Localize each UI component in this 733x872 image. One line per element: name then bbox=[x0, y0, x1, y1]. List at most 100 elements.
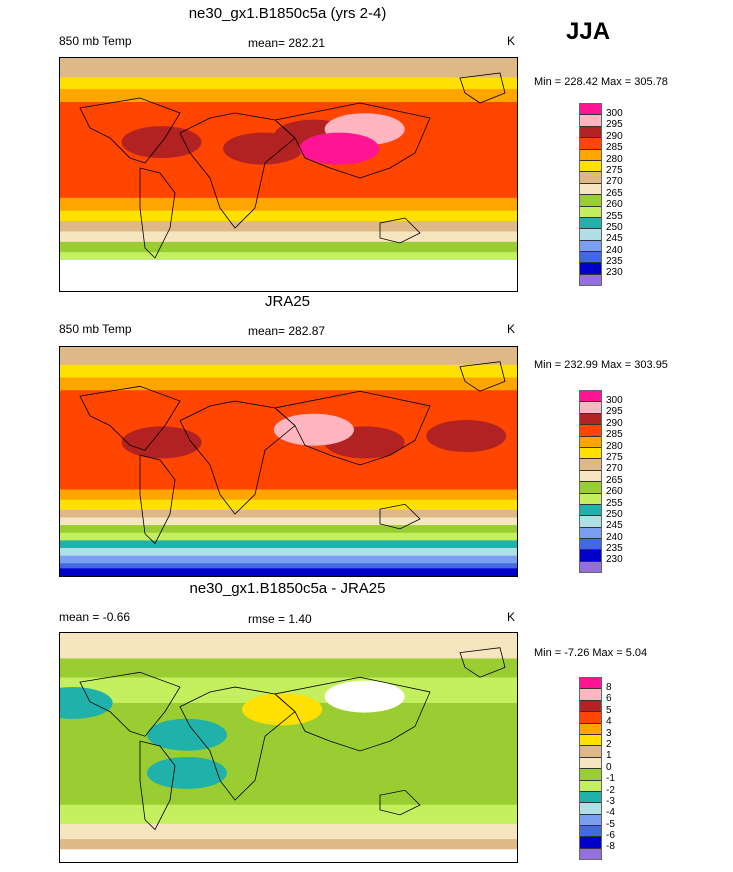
contour-band bbox=[60, 89, 517, 103]
colorbar-label: 265 bbox=[606, 474, 623, 486]
panel-left-label: 850 mb Temp bbox=[59, 34, 132, 48]
contour-map bbox=[59, 632, 518, 863]
colorbar-swatch bbox=[580, 160, 601, 173]
coastline bbox=[379, 789, 421, 816]
colorbar-swatch bbox=[580, 700, 601, 713]
colorbar-label: 255 bbox=[606, 210, 623, 222]
contour-region bbox=[242, 693, 323, 726]
contour-region bbox=[299, 132, 380, 165]
contour-band bbox=[60, 849, 517, 862]
colorbar-label: 1 bbox=[606, 750, 612, 762]
contour-region bbox=[426, 420, 507, 453]
contour-region bbox=[60, 686, 113, 719]
colorbar-swatch bbox=[580, 195, 601, 207]
colorbar-swatch bbox=[580, 172, 601, 184]
contour-band bbox=[60, 347, 517, 366]
colorbar-swatch bbox=[580, 516, 601, 528]
colorbar-swatch bbox=[580, 848, 601, 860]
colorbar-swatch bbox=[580, 504, 601, 517]
colorbar-swatch bbox=[580, 459, 601, 471]
colorbar-swatch bbox=[580, 803, 601, 815]
contour-band bbox=[60, 804, 517, 825]
colorbar-swatch bbox=[580, 550, 601, 562]
coastline bbox=[459, 72, 506, 104]
colorbar-swatch bbox=[580, 104, 601, 116]
colorbar-label: 275 bbox=[606, 451, 623, 463]
colorbar-swatch bbox=[580, 561, 601, 573]
colorbar-label: 255 bbox=[606, 497, 623, 509]
units-label: K bbox=[507, 610, 516, 624]
coastline bbox=[179, 112, 296, 229]
colorbar-label: 260 bbox=[606, 486, 623, 498]
colorbar-label: 295 bbox=[606, 406, 623, 418]
colorbar-label: 270 bbox=[606, 176, 623, 188]
colorbar-swatch bbox=[580, 746, 601, 758]
coastline bbox=[459, 361, 506, 392]
colorbar-swatch bbox=[580, 826, 601, 838]
contour-band bbox=[60, 517, 517, 526]
colorbar-label: 5 bbox=[606, 704, 612, 716]
colorbar bbox=[579, 390, 602, 574]
colorbar-swatch bbox=[580, 138, 601, 150]
colorbar bbox=[579, 677, 602, 861]
colorbar-label: -1 bbox=[606, 773, 615, 785]
contour-region bbox=[146, 756, 227, 789]
coastline bbox=[274, 102, 431, 179]
colorbar-swatch bbox=[580, 229, 601, 241]
colorbar-label: 250 bbox=[606, 508, 623, 520]
contour-band bbox=[60, 231, 517, 243]
contour-region bbox=[121, 426, 202, 459]
colorbar-swatch bbox=[580, 678, 601, 690]
contour-band bbox=[60, 509, 517, 518]
coastline bbox=[379, 503, 421, 530]
panel-center-label: rmse = 1.40 bbox=[248, 612, 312, 626]
contour-band bbox=[60, 252, 517, 261]
colorbar-label: -6 bbox=[606, 830, 615, 842]
min-max-label: Min = -7.26 Max = 5.04 bbox=[534, 647, 648, 659]
colorbar-swatch bbox=[580, 837, 601, 849]
contour-band bbox=[60, 58, 517, 78]
colorbar-swatch bbox=[580, 240, 601, 253]
panel-title: JRA25 bbox=[264, 293, 311, 310]
colorbar-label: 290 bbox=[606, 130, 623, 142]
colorbar-label: 0 bbox=[606, 761, 612, 773]
coastline bbox=[139, 454, 176, 545]
colorbar-swatch bbox=[580, 769, 601, 781]
contour-band bbox=[60, 377, 517, 391]
colorbar-swatch bbox=[580, 217, 601, 230]
colorbar-swatch bbox=[580, 206, 601, 218]
colorbar-label: 280 bbox=[606, 153, 623, 165]
coastline bbox=[79, 671, 181, 737]
coastline bbox=[79, 385, 181, 451]
coastline bbox=[179, 686, 296, 801]
contour-band bbox=[60, 210, 517, 222]
contour-band bbox=[60, 555, 517, 564]
panel-title: ne30_gx1.B1850c5a - JRA25 bbox=[189, 580, 386, 597]
colorbar-swatch bbox=[580, 447, 601, 460]
colorbar-labels: 8 6 5 4 3 2 1 0 -1 -2 -3 -4 -5 -6 -8 bbox=[606, 682, 615, 853]
season-label: JJA bbox=[566, 18, 611, 45]
contour-band bbox=[60, 77, 517, 90]
colorbar-swatch bbox=[580, 814, 601, 827]
coastline bbox=[139, 167, 176, 259]
colorbar-label: 300 bbox=[606, 108, 623, 119]
colorbar-label: 4 bbox=[606, 716, 612, 728]
colorbar-swatch bbox=[580, 723, 601, 735]
contour-band bbox=[60, 540, 517, 549]
contour-band bbox=[60, 197, 517, 212]
colorbar-label: -5 bbox=[606, 818, 615, 830]
colorbar-label: 275 bbox=[606, 164, 623, 176]
colorbar-swatch bbox=[580, 493, 601, 505]
contour-band bbox=[60, 548, 517, 557]
coastline bbox=[274, 676, 431, 752]
contour-band bbox=[60, 489, 517, 501]
coastline bbox=[179, 400, 296, 515]
contour-band bbox=[60, 241, 517, 253]
contour-band bbox=[60, 633, 517, 659]
colorbar-swatch bbox=[580, 149, 601, 161]
colorbar-swatch bbox=[580, 527, 601, 540]
min-max-label: Min = 232.99 Max = 303.95 bbox=[534, 359, 668, 371]
colorbar-label: -4 bbox=[606, 807, 615, 819]
contour-band bbox=[60, 823, 517, 840]
colorbar-label: -8 bbox=[606, 841, 615, 853]
